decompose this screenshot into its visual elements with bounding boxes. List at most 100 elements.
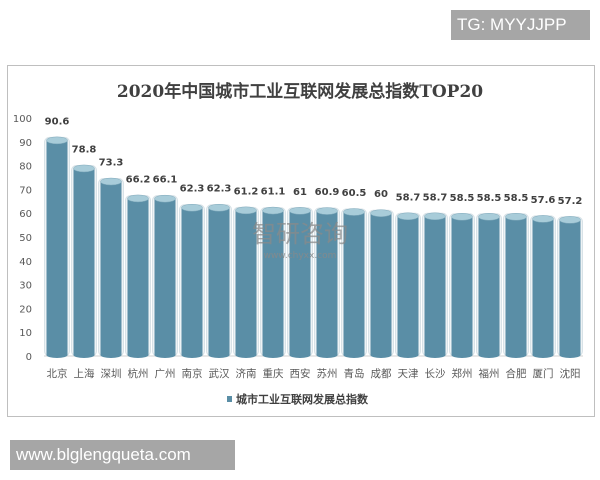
bar-top [424, 212, 446, 221]
bar-group: 78.8 上海 [71, 144, 97, 380]
bar-base [181, 352, 203, 358]
bar-group: 58.7 天津 [395, 192, 421, 380]
x-tick-label: 上海 [74, 367, 95, 380]
bar-top [262, 206, 284, 215]
bar-group: 62.3 武汉 [206, 184, 232, 380]
data-label: 57.6 [531, 195, 556, 206]
data-label: 62.3 [180, 184, 205, 195]
bar-base [478, 352, 500, 358]
bar-base [559, 352, 581, 358]
tg-badge: TG: MYYJJPP [451, 10, 590, 40]
x-tick-label: 郑州 [452, 367, 473, 380]
y-tick-label: 0 [26, 352, 32, 363]
x-tick-label: 福州 [479, 367, 500, 380]
bar-group: 58.5 福州 [476, 193, 502, 380]
bar [100, 181, 122, 355]
bar-group: 57.6 厦门 [530, 195, 556, 380]
bar-base [532, 352, 554, 358]
x-tick-label: 厦门 [533, 367, 554, 380]
watermark-url: www.chyxx.com [264, 251, 337, 261]
data-label: 58.7 [423, 192, 448, 203]
data-label: 58.5 [477, 193, 502, 204]
legend-swatch [227, 396, 232, 402]
data-label: 58.7 [396, 192, 421, 203]
bar-group: 90.6 北京 [44, 116, 70, 380]
bar [289, 210, 311, 355]
bar [424, 216, 446, 355]
bar-group: 60 成都 [368, 189, 394, 380]
bar [370, 213, 392, 355]
bar-group: 66.2 杭州 [125, 174, 151, 380]
bar-base [235, 352, 257, 358]
bar-top [100, 177, 122, 186]
bar-group: 73.3 深圳 [98, 158, 124, 380]
legend: 城市工业互联网发展总指数 [227, 392, 369, 406]
data-label: 66.1 [153, 175, 178, 186]
bar [154, 198, 176, 355]
bar-top [181, 203, 203, 212]
y-tick-label: 30 [19, 281, 32, 292]
bar-top [235, 206, 257, 215]
data-label: 61.1 [261, 187, 286, 198]
y-tick-label: 60 [19, 209, 32, 220]
bar-top [505, 213, 527, 221]
bar-base [505, 352, 527, 358]
bar-group: 61.2 济南 [233, 186, 259, 380]
site-badge: www.blglengqueta.com [10, 440, 235, 470]
bar-top [208, 203, 230, 212]
bar-top [46, 136, 68, 145]
x-tick-label: 武汉 [209, 367, 230, 380]
bar [478, 216, 500, 355]
bar-top [289, 207, 311, 215]
data-label: 61 [293, 187, 307, 198]
bar [46, 140, 68, 355]
chart-frame [7, 65, 595, 417]
data-label: 60.5 [342, 188, 367, 199]
bar-base [73, 352, 95, 358]
x-tick-label: 天津 [398, 368, 419, 380]
bar-top [73, 164, 95, 173]
data-label: 61.2 [234, 186, 259, 197]
bar [397, 216, 419, 355]
x-tick-label: 西安 [290, 367, 311, 380]
bar-group: 57.2 沈阳 [557, 196, 583, 380]
y-tick-label: 50 [19, 233, 32, 244]
data-label: 78.8 [72, 144, 97, 155]
bar-base [451, 352, 473, 358]
bar-base [316, 352, 338, 358]
x-tick-label: 苏州 [317, 367, 338, 380]
data-label: 66.2 [126, 174, 151, 185]
data-label: 57.2 [558, 196, 583, 207]
x-tick-label: 长沙 [425, 368, 446, 380]
bar-base [370, 352, 392, 358]
x-tick-label: 杭州 [128, 367, 149, 380]
bar-top [559, 216, 581, 224]
x-tick-label: 南京 [182, 367, 203, 380]
bar-top [370, 209, 392, 217]
bar-base [397, 352, 419, 358]
data-label: 60.9 [315, 187, 340, 198]
bar-group: 66.1 广州 [152, 175, 178, 380]
bar-group: 60.9 苏州 [314, 187, 340, 380]
data-label: 73.3 [99, 158, 124, 169]
bar [73, 168, 95, 355]
x-tick-label: 青岛 [344, 367, 365, 380]
data-label: 90.6 [45, 116, 70, 127]
bar-base [100, 352, 122, 358]
bar-base [262, 352, 284, 358]
y-tick-label: 20 [19, 304, 32, 315]
bar-base [343, 352, 365, 358]
bar-top [532, 215, 554, 223]
y-tick-label: 90 [19, 138, 32, 149]
x-tick-label: 成都 [371, 368, 392, 380]
bar-top [397, 212, 419, 221]
bar-group: 58.5 合肥 [503, 193, 529, 380]
bar [532, 218, 554, 355]
bar [559, 219, 581, 355]
bar-group: 60.5 青岛 [341, 188, 367, 380]
y-tick-label: 80 [19, 162, 32, 173]
bar-group: 58.5 郑州 [449, 193, 475, 380]
y-tick-label: 10 [19, 328, 32, 339]
bar [262, 210, 284, 355]
watermark: 智研咨询 www.chyxx.com [252, 220, 348, 261]
